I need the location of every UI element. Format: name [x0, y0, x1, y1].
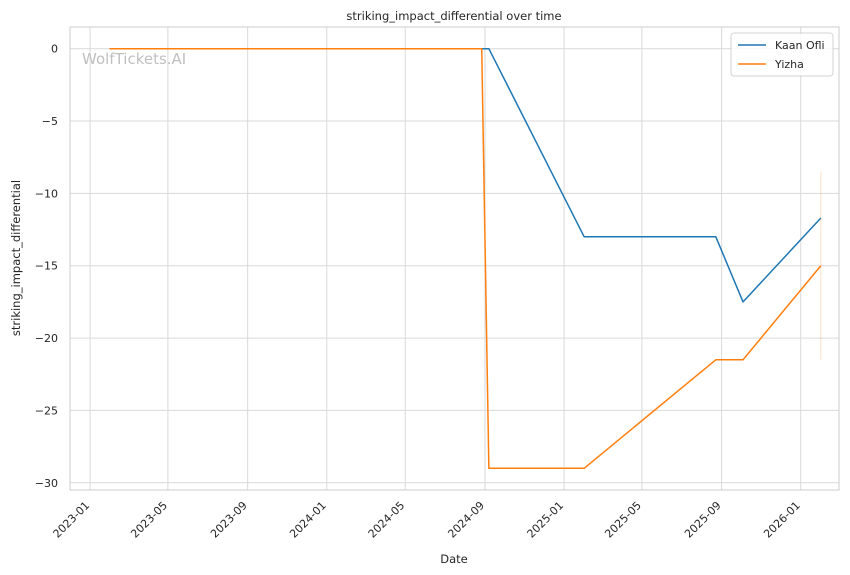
- y-tick-labels: 0 −5 −10 −15 −20 −25 −30: [35, 43, 58, 490]
- x-tick-label: 2024-09: [445, 499, 487, 541]
- series-layer: [109, 47, 822, 470]
- x-tick-label: 2025-09: [682, 499, 724, 541]
- x-tick-label: 2023-05: [128, 499, 170, 541]
- x-tick-label: 2025-01: [525, 499, 567, 541]
- chart-title: striking_impact_differential over time: [346, 9, 561, 23]
- x-tick-label: 2026-01: [761, 499, 803, 541]
- watermark: WolfTickets.AI: [82, 50, 186, 68]
- legend-box: [730, 32, 834, 77]
- x-tick-label: 2023-09: [208, 499, 250, 541]
- y-tick-label: −15: [35, 260, 58, 273]
- y-tick-label: −5: [42, 115, 58, 128]
- x-axis-label: Date: [440, 552, 468, 566]
- x-tick-labels: 2023-01 2023-05 2023-09 2024-01 2024-05 2024-…: [51, 499, 803, 541]
- series-line-yizha: [109, 47, 822, 470]
- x-tick-label: 2024-01: [287, 499, 329, 541]
- y-tick-label: −10: [35, 187, 58, 200]
- y-tick-label: −20: [35, 332, 58, 345]
- x-tick-label: 2023-01: [51, 499, 93, 541]
- legend-label-yizha: Yizha: [774, 58, 804, 71]
- y-tick-label: −30: [35, 477, 58, 490]
- y-tick-label: 0: [51, 43, 58, 56]
- y-tick-label: −25: [35, 404, 58, 417]
- y-axis-label: striking_impact_differential: [9, 180, 23, 336]
- legend-label-kaan-ofli: Kaan Ofli: [775, 39, 825, 52]
- x-tick-label: 2024-05: [366, 499, 408, 541]
- x-tick-label: 2025-05: [602, 499, 644, 541]
- plot-frame: [69, 26, 840, 491]
- legend: Kaan Ofli Yizha: [730, 32, 834, 77]
- plot-area: [70, 27, 839, 490]
